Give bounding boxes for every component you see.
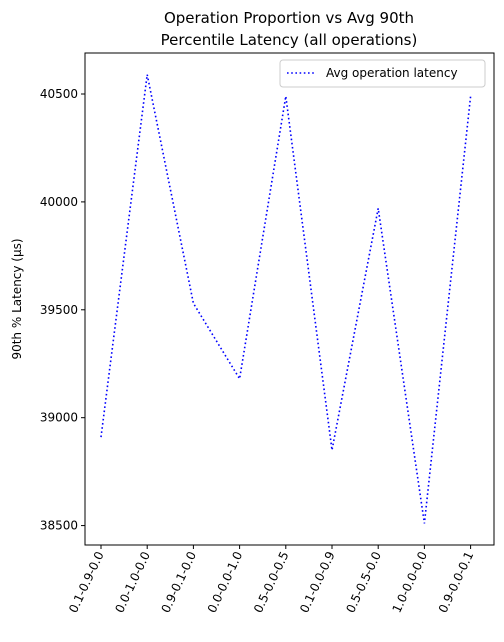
legend-box bbox=[279, 59, 486, 88]
y-axis: 38500 39000 39500 40000 40500 bbox=[40, 87, 85, 533]
y-tick-label: 40500 bbox=[40, 87, 78, 101]
y-tick-label: 40000 bbox=[40, 195, 78, 209]
y-axis-label: 90th % Latency (µs) bbox=[10, 238, 24, 359]
x-tick-label: 0.9-0.1-0.0 bbox=[159, 549, 200, 615]
y-tick-label: 39500 bbox=[40, 303, 78, 317]
x-tick-label: 0.9-0.0-0.1 bbox=[436, 549, 477, 615]
x-tick-label: 0.5-0.0-0.5 bbox=[251, 549, 292, 615]
x-tick-label: 0.1-0.9-0.0 bbox=[66, 549, 107, 615]
x-tick-label: 0.1-0.0-0.9 bbox=[297, 549, 338, 615]
series-line-avg-operation-latency bbox=[100, 74, 472, 524]
y-tick-label: 39000 bbox=[40, 411, 78, 425]
y-tick-label: 38500 bbox=[40, 519, 78, 533]
plot-area-frame bbox=[84, 52, 495, 546]
x-tick-label: 0.0-1.0-0.0 bbox=[112, 549, 153, 615]
x-tick-label: 0.0-0.0-1.0 bbox=[205, 549, 246, 615]
chart-title-line-2: Percentile Latency (all operations) bbox=[161, 31, 418, 49]
x-tick-label: 1.0-0.0-0.0 bbox=[390, 549, 431, 615]
chart-title-line-1: Operation Proportion vs Avg 90th bbox=[164, 9, 414, 27]
x-tick-label: 0.5-0.5-0.0 bbox=[343, 549, 384, 615]
legend: Avg operation latency bbox=[279, 59, 486, 88]
legend-label: Avg operation latency bbox=[326, 66, 458, 80]
x-axis: 0.1-0.9-0.0 0.0-1.0-0.0 0.9-0.1-0.0 0.0-0.0… bbox=[66, 545, 476, 615]
